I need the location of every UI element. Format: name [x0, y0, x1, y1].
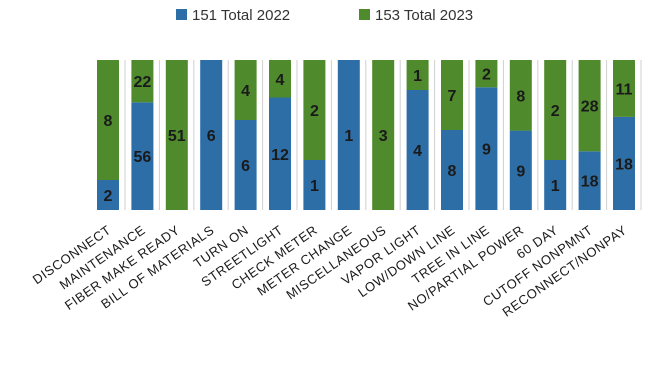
data-label-2023-tree-in-line: 2 — [482, 67, 491, 84]
data-label-2022-bill-of-materials: 6 — [207, 128, 216, 145]
data-label-2022-maintenance: 56 — [134, 149, 152, 166]
data-label-2022-meter-change: 1 — [344, 128, 353, 145]
bar-2023-vapor-light — [406, 60, 429, 90]
bar-2022-bill-of-materials — [200, 60, 223, 210]
data-label-2023-low-down-line: 7 — [448, 88, 457, 105]
bar-2022-tree-in-line — [475, 87, 498, 210]
data-label-2023-60-day: 2 — [551, 103, 560, 120]
bar-2023-no-partial-power — [509, 60, 532, 131]
bar-2023-turn-on — [234, 60, 257, 120]
bar-2023-maintenance — [131, 60, 154, 103]
data-label-2022-cutoff-nonpmnt: 18 — [581, 174, 599, 191]
data-label-2022-disconnect: 2 — [104, 188, 113, 205]
data-label-2022-low-down-line: 8 — [448, 163, 457, 180]
data-label-2023-vapor-light: 1 — [413, 68, 422, 85]
bar-2023-streetlight — [269, 60, 291, 98]
bar-2022-60-day — [544, 160, 567, 210]
bar-2023-low-down-line — [441, 60, 463, 130]
data-label-2022-no-partial-power: 9 — [516, 163, 525, 180]
bar-2022-low-down-line — [441, 130, 463, 210]
bar-2023-miscellaneous — [372, 60, 395, 210]
legend-swatch-2023 — [359, 9, 370, 20]
bar-2023-tree-in-line — [475, 60, 498, 88]
legend-label-2023: 153 Total 2023 — [375, 7, 473, 24]
data-label-2023-maintenance: 22 — [134, 74, 152, 91]
bar-2022-meter-change — [337, 60, 360, 210]
data-label-2023-fiber-make-ready: 51 — [168, 128, 186, 145]
data-label-2023-turn-on: 4 — [241, 83, 250, 100]
data-label-2022-streetlight: 12 — [271, 147, 289, 164]
data-label-2022-check-meter: 1 — [310, 178, 319, 195]
data-label-2023-reconnect-nonpay: 11 — [616, 81, 633, 98]
bar-2023-cutoff-nonpmnt — [578, 60, 601, 152]
data-label-2022-vapor-light: 4 — [413, 143, 422, 160]
legend: 151 Total 2022 153 Total 2023 — [176, 7, 473, 24]
data-label-2023-miscellaneous: 3 — [379, 128, 388, 145]
data-label-2023-check-meter: 2 — [310, 103, 319, 120]
data-label-2023-disconnect: 8 — [104, 113, 113, 130]
data-label-2023-no-partial-power: 8 — [516, 88, 525, 105]
bar-2023-disconnect — [97, 60, 119, 180]
legend-swatch-2022 — [176, 9, 187, 20]
bar-2023-check-meter — [303, 60, 326, 160]
data-label-2022-turn-on: 6 — [241, 158, 250, 175]
bar-2023-fiber-make-ready — [165, 60, 188, 210]
bar-2022-vapor-light — [406, 90, 429, 210]
data-label-2023-cutoff-nonpmnt: 28 — [581, 99, 599, 116]
bar-2022-turn-on — [234, 120, 257, 210]
data-label-2023-streetlight: 4 — [276, 72, 285, 89]
data-label-2022-60-day: 1 — [551, 178, 560, 195]
bar-2022-no-partial-power — [509, 130, 532, 210]
data-label-2022-reconnect-nonpay: 18 — [615, 156, 633, 173]
bar-2022-maintenance — [131, 102, 154, 210]
bar-2022-reconnect-nonpay — [613, 116, 635, 210]
legend-label-2022: 151 Total 2022 — [192, 7, 290, 24]
bar-2022-disconnect — [97, 180, 119, 210]
bar-2022-streetlight — [269, 97, 291, 210]
data-label-2022-tree-in-line: 9 — [482, 142, 491, 159]
bar-2023-60-day — [544, 60, 567, 160]
bar-2023-reconnect-nonpay — [613, 60, 635, 117]
bar-2022-check-meter — [303, 160, 326, 210]
bar-2022-cutoff-nonpmnt — [578, 151, 601, 210]
